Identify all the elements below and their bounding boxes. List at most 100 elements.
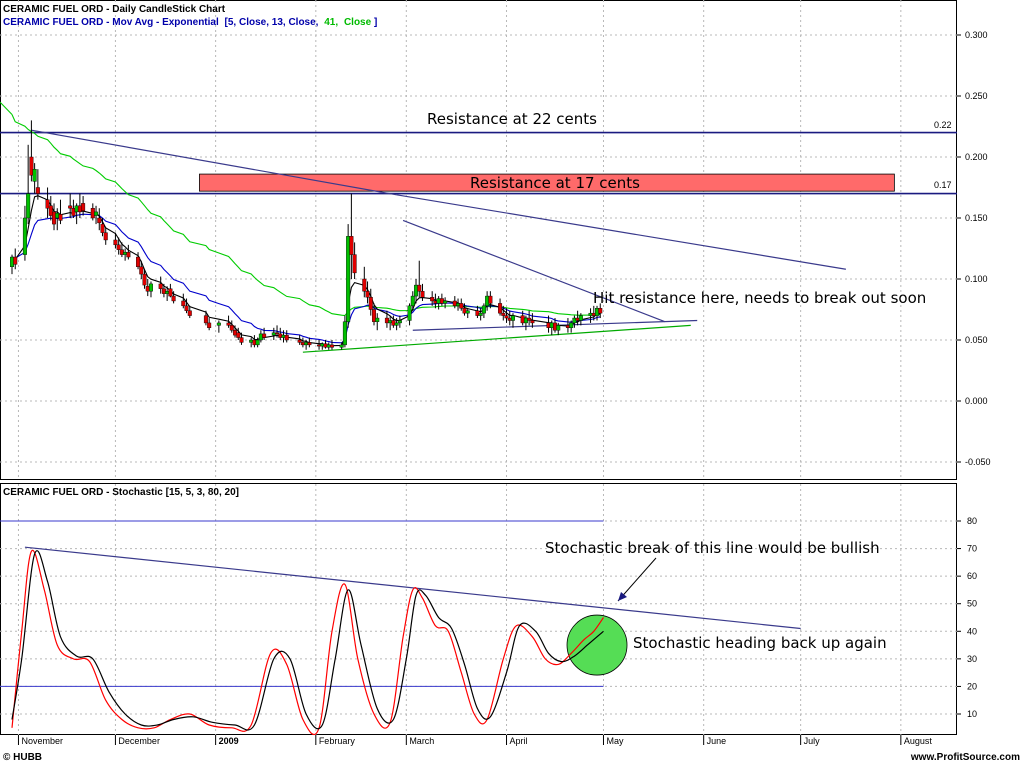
candle xyxy=(372,309,377,322)
candle xyxy=(420,291,425,298)
footer-copyright: © HUBB xyxy=(3,752,42,763)
candle xyxy=(229,325,234,331)
stochastic-highlight-circle xyxy=(566,614,628,676)
candle xyxy=(139,266,144,275)
month-label: August xyxy=(904,736,933,746)
candle xyxy=(329,344,334,348)
candle xyxy=(239,337,244,343)
candle xyxy=(352,254,357,274)
price-chart-title: CERAMIC FUEL ORD - Daily CandleStick Cha… xyxy=(3,4,226,15)
price-y-tick-label: 0.200 xyxy=(965,152,988,162)
stochastic-trendline xyxy=(24,546,801,630)
candle xyxy=(187,310,192,316)
month-label: June xyxy=(707,736,727,746)
candle xyxy=(501,312,506,316)
candle xyxy=(68,205,73,209)
candle xyxy=(443,300,448,304)
level-label-022: 0.22 xyxy=(934,120,952,130)
candle xyxy=(142,273,147,286)
candle xyxy=(207,322,212,329)
candle xyxy=(598,308,603,314)
candle xyxy=(35,187,40,194)
candle xyxy=(29,156,34,176)
candle xyxy=(410,295,415,307)
candle xyxy=(459,303,464,309)
month-label: March xyxy=(409,736,434,746)
price-trendline xyxy=(396,194,846,270)
stochastic-heading-annotation: Stochastic heading back up again xyxy=(633,634,887,652)
candle xyxy=(48,205,53,216)
stochastic-y-tick-label: 70 xyxy=(967,544,977,554)
candle xyxy=(181,300,186,307)
price-y-tick-label: 0.000 xyxy=(965,396,988,406)
candle xyxy=(478,312,483,316)
hit-resistance-annotation: Hit resistance here, needs to break out … xyxy=(593,289,926,307)
candle xyxy=(394,322,399,326)
stochastic-y-tick-label: 20 xyxy=(967,681,977,691)
candle xyxy=(81,203,86,211)
candle xyxy=(97,217,102,224)
candle xyxy=(13,256,18,265)
month-label: July xyxy=(804,736,821,746)
price-trendline xyxy=(402,219,666,323)
candle xyxy=(103,232,108,241)
candle xyxy=(498,303,503,314)
candle xyxy=(158,283,163,289)
candle xyxy=(184,305,189,311)
stochastic-y-tick-label: 50 xyxy=(967,599,977,609)
candle xyxy=(465,310,470,314)
candle xyxy=(262,333,267,338)
month-label: May xyxy=(606,736,624,746)
stochastic-d-line xyxy=(11,550,604,731)
candle xyxy=(362,278,367,292)
month-label: December xyxy=(118,736,160,746)
price-y-tick-label: 0.250 xyxy=(965,91,988,101)
candle xyxy=(375,317,380,322)
candle xyxy=(58,214,63,221)
moving-average-params: [5, Close, 13, Close, xyxy=(225,17,319,28)
price-y-tick-label: 0.300 xyxy=(965,30,988,40)
candle xyxy=(255,339,260,346)
candle xyxy=(504,315,509,319)
candle xyxy=(349,236,354,255)
month-label: 2009 xyxy=(219,736,239,746)
candle xyxy=(136,256,141,268)
candle xyxy=(94,211,99,216)
resistance-17-box xyxy=(199,173,895,192)
candle xyxy=(569,322,574,329)
ema41-param: 41, xyxy=(324,17,338,28)
moving-average-label: CERAMIC FUEL ORD - Mov Avg - Exponential… xyxy=(3,17,377,28)
stochastic-y-tick-label: 40 xyxy=(967,626,977,636)
price-trendline xyxy=(302,324,691,353)
stochastic-panel xyxy=(0,483,957,735)
price-y-tick-label: 0.100 xyxy=(965,274,988,284)
candle xyxy=(368,297,373,310)
moving-average-name: CERAMIC FUEL ORD - Mov Avg - Exponential xyxy=(3,17,219,28)
candle xyxy=(45,199,50,209)
candle xyxy=(417,284,422,292)
candle xyxy=(236,332,241,338)
ema41-line-start xyxy=(0,101,13,115)
candle xyxy=(556,325,561,331)
price-y-tick-label: 0.050 xyxy=(965,335,988,345)
candle xyxy=(365,291,370,298)
candle xyxy=(100,223,105,233)
month-label: February xyxy=(319,736,356,746)
candle xyxy=(307,342,312,346)
stochastic-y-tick-label: 80 xyxy=(967,516,977,526)
candle xyxy=(527,317,532,321)
stochastic-y-tick-label: 30 xyxy=(967,654,977,664)
price-trendline xyxy=(31,129,397,196)
candle xyxy=(578,315,583,321)
candle xyxy=(407,305,412,321)
candle xyxy=(32,168,37,182)
candle xyxy=(168,288,173,297)
ema41-close: Close xyxy=(344,17,372,28)
stochastic-break-annotation: Stochastic break of this line would be b… xyxy=(545,539,880,557)
candle xyxy=(397,320,402,324)
candle xyxy=(510,315,515,321)
candle xyxy=(275,332,280,335)
stochastic-title: CERAMIC FUEL ORD - Stochastic [15, 5, 3,… xyxy=(3,487,239,498)
resistance-17-annotation: Resistance at 17 cents xyxy=(470,174,640,192)
